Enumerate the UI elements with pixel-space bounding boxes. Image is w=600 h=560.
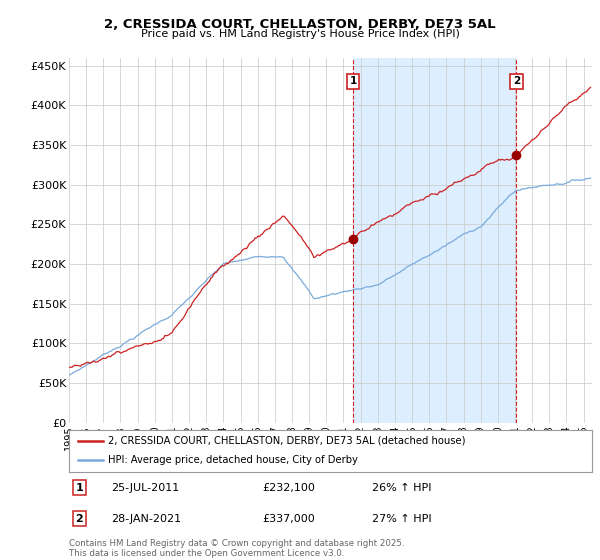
Text: £232,100: £232,100 <box>263 483 316 493</box>
Text: 27% ↑ HPI: 27% ↑ HPI <box>373 514 432 524</box>
Text: Contains HM Land Registry data © Crown copyright and database right 2025.
This d: Contains HM Land Registry data © Crown c… <box>69 539 404 558</box>
Bar <box>353 58 517 423</box>
Text: 2: 2 <box>513 76 520 86</box>
Text: Price paid vs. HM Land Registry's House Price Index (HPI): Price paid vs. HM Land Registry's House … <box>140 29 460 39</box>
Text: 2, CRESSIDA COURT, CHELLASTON, DERBY, DE73 5AL: 2, CRESSIDA COURT, CHELLASTON, DERBY, DE… <box>104 18 496 31</box>
Text: 1: 1 <box>76 483 83 493</box>
Text: 2, CRESSIDA COURT, CHELLASTON, DERBY, DE73 5AL (detached house): 2, CRESSIDA COURT, CHELLASTON, DERBY, DE… <box>108 436 466 446</box>
Text: 25-JUL-2011: 25-JUL-2011 <box>111 483 179 493</box>
Text: 2: 2 <box>76 514 83 524</box>
Text: £337,000: £337,000 <box>263 514 316 524</box>
Text: 28-JAN-2021: 28-JAN-2021 <box>111 514 181 524</box>
Text: 1: 1 <box>350 76 357 86</box>
Text: HPI: Average price, detached house, City of Derby: HPI: Average price, detached house, City… <box>108 455 358 465</box>
Text: 26% ↑ HPI: 26% ↑ HPI <box>373 483 432 493</box>
